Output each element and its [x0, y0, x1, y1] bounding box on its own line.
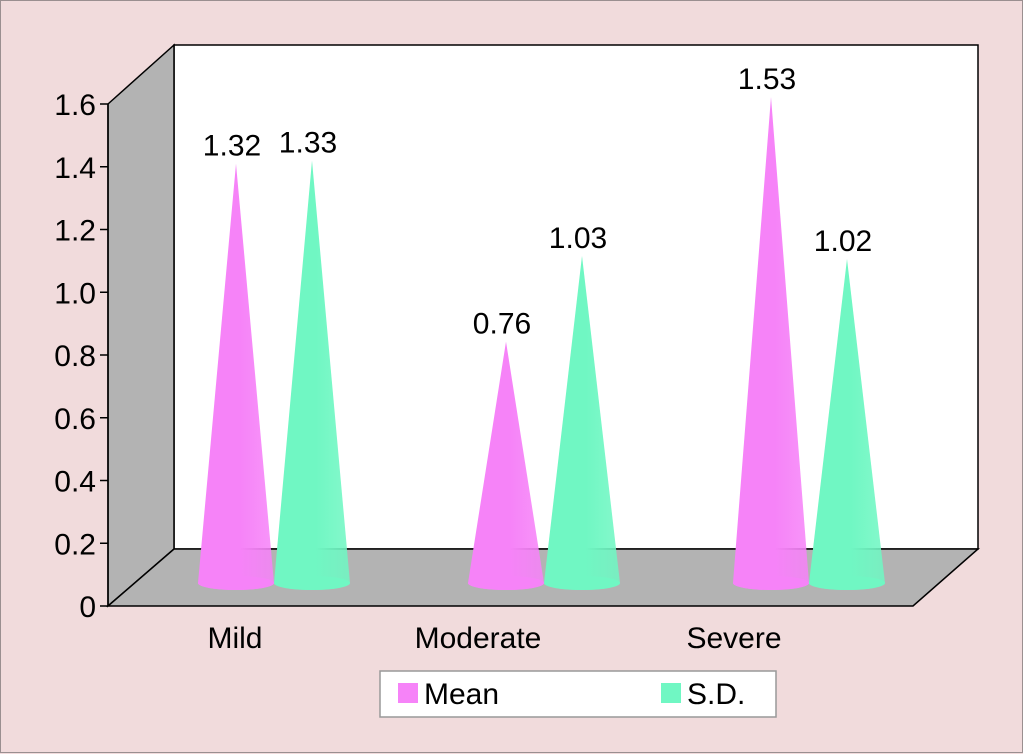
- y-tick-label: 0.8: [54, 340, 96, 373]
- category-axis: Mild Moderate Severe: [207, 622, 781, 655]
- data-label: 1.03: [549, 222, 607, 255]
- y-tick-label: 1.2: [54, 215, 96, 248]
- legend-swatch: [398, 683, 418, 703]
- cone-sd-severe: [809, 259, 885, 590]
- data-labels: 1.32 1.33 0.76 1.03 1.53 1.02: [203, 63, 872, 341]
- cone-body: [468, 341, 544, 590]
- category-label: Mild: [207, 622, 262, 655]
- cone-sd-moderate: [544, 255, 620, 590]
- y-tick-label: 0.2: [54, 528, 96, 561]
- data-label: 1.02: [814, 225, 872, 258]
- legend-label: Mean: [424, 678, 499, 711]
- y-tick-label: 1.0: [54, 277, 96, 310]
- y-tick-label: 0.4: [54, 466, 96, 499]
- cone-body: [274, 160, 350, 590]
- side-wall: [107, 43, 175, 608]
- y-tick-label: 0.6: [54, 403, 96, 436]
- cone-mean-moderate: [468, 341, 544, 590]
- y-tick-label: 0: [79, 591, 96, 624]
- category-label: Severe: [686, 622, 781, 655]
- legend: Mean S.D.: [379, 670, 777, 718]
- cone-body: [809, 259, 885, 590]
- legend-swatch: [661, 683, 681, 703]
- data-label: 1.32: [203, 130, 261, 163]
- cone-body: [198, 163, 274, 591]
- y-tick-label: 1.6: [54, 89, 96, 122]
- cone-mean-mild: [198, 163, 274, 591]
- y-axis: 0 0.2 0.4 0.6 0.8 1.0 1.2 1.4 1.6: [54, 89, 109, 624]
- data-label: 1.33: [279, 127, 337, 160]
- legend-label: S.D.: [687, 678, 745, 711]
- y-tick-label: 1.4: [54, 152, 96, 185]
- data-label: 1.53: [738, 63, 796, 96]
- cone-body: [544, 255, 620, 590]
- cone-sd-mild: [274, 160, 350, 590]
- cone-mean-severe: [733, 97, 809, 590]
- category-label: Moderate: [415, 622, 542, 655]
- cone-body: [733, 97, 809, 590]
- data-label: 0.76: [473, 308, 531, 341]
- legend-box: [379, 670, 777, 718]
- cone-series: [198, 97, 885, 591]
